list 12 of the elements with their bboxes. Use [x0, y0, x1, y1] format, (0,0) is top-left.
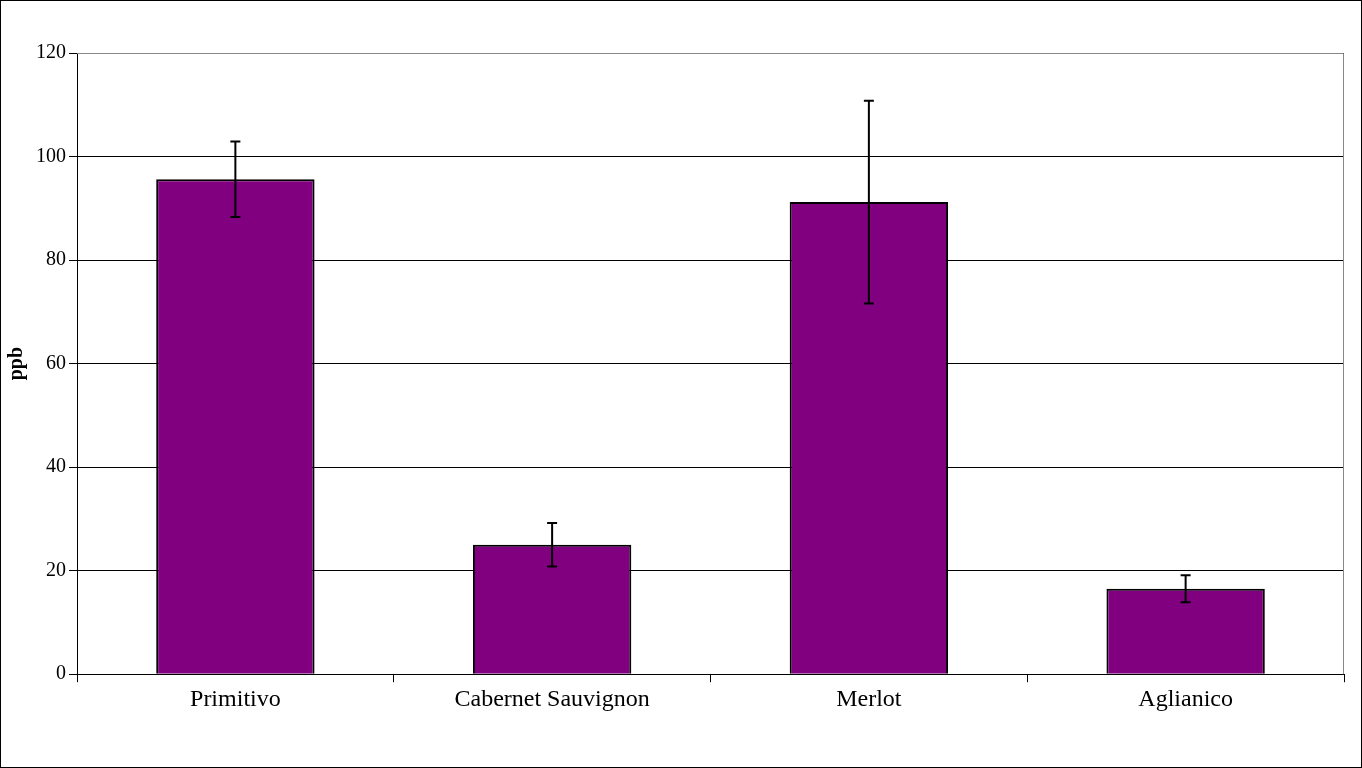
- y-tick-label: 60: [46, 350, 66, 373]
- y-tick-label: 20: [46, 557, 66, 580]
- x-tick-label: Merlot: [836, 684, 902, 711]
- y-tick-label: 120: [36, 40, 66, 63]
- y-tick-label: 0: [56, 661, 66, 684]
- y-tick-label: 80: [46, 247, 66, 270]
- y-axis-title: ppb: [4, 346, 28, 381]
- y-tick-label: 100: [36, 143, 66, 166]
- x-tick-label: Primitivo: [190, 684, 281, 711]
- x-tick-label: Cabernet Sauvignon: [454, 684, 650, 711]
- x-tick-label: Aglianico: [1138, 684, 1233, 711]
- y-tick-label: 40: [46, 454, 66, 477]
